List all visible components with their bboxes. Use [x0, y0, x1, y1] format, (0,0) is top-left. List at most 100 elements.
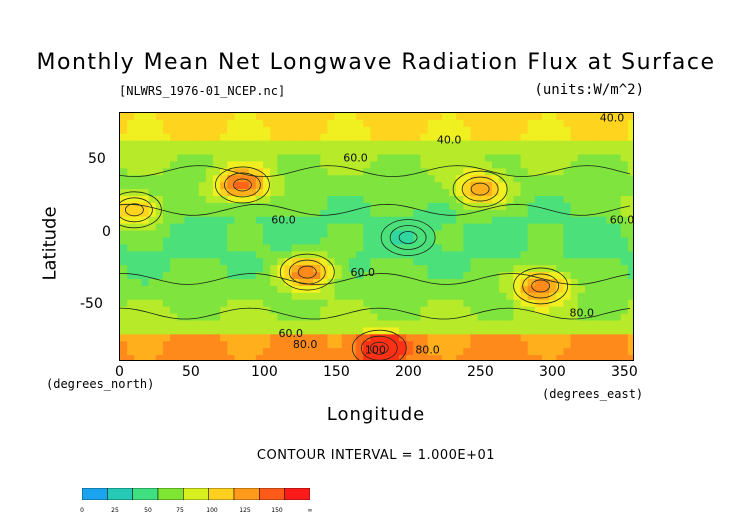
heatmap-cell: [356, 251, 364, 259]
heatmap-cell: [141, 113, 150, 121]
heatmap-cell: [356, 209, 364, 218]
heatmap-cell: [427, 265, 436, 273]
heatmap-cell: [398, 209, 407, 218]
heatmap-cell: [534, 223, 543, 232]
heatmap-cell: [377, 348, 386, 356]
heatmap-cell: [491, 168, 500, 176]
heatmap-cell: [377, 334, 386, 342]
heatmap-cell: [391, 313, 400, 322]
heatmap-cell: [141, 133, 150, 142]
heatmap-cell: [263, 251, 271, 259]
heatmap-cell: [255, 258, 264, 266]
heatmap-cell: [241, 272, 250, 280]
heatmap-cell: [456, 154, 464, 163]
heatmap-cell: [563, 182, 572, 190]
heatmap-cell: [327, 334, 336, 342]
heatmap-cell: [284, 161, 293, 169]
heatmap-cell: [248, 126, 257, 135]
heatmap-cell: [148, 154, 157, 163]
heatmap-cell: [434, 119, 443, 128]
heatmap-cell: [563, 230, 572, 239]
heatmap-cell: [434, 285, 443, 294]
heatmap-cell: [141, 175, 150, 183]
heatmap-cell: [127, 341, 135, 349]
heatmap-cell: [449, 279, 457, 287]
colorbar-swatch: [233, 488, 260, 500]
heatmap-cell: [449, 126, 457, 135]
heatmap-cell: [212, 202, 221, 211]
heatmap-cell: [263, 292, 271, 301]
heatmap-cell: [406, 223, 414, 232]
heatmap-cell: [184, 299, 193, 308]
heatmap-cell: [577, 272, 586, 280]
heatmap-cell: [313, 320, 321, 329]
heatmap-cell: [363, 355, 371, 360]
heatmap-cell: [298, 175, 307, 183]
heatmap-cell: [606, 196, 615, 204]
heatmap-cell: [227, 327, 236, 335]
heatmap-cell: [420, 182, 429, 190]
heatmap-cell: [449, 306, 457, 315]
heatmap-cell: [592, 279, 600, 287]
heatmap-cell: [556, 140, 565, 149]
heatmap-cell: [441, 341, 450, 349]
heatmap-cell: [391, 133, 400, 142]
heatmap-cell: [520, 202, 529, 211]
heatmap-cell: [542, 202, 550, 211]
heatmap-cell: [263, 154, 271, 163]
heatmap-cell: [549, 168, 557, 176]
heatmap-cell: [449, 154, 457, 163]
heatmap-cell: [320, 216, 329, 225]
heatmap-cell: [363, 237, 371, 246]
heatmap-cell: [549, 133, 557, 142]
heatmap-cell: [584, 209, 593, 218]
heatmap-cell: [434, 126, 443, 135]
heatmap-cell: [449, 258, 457, 266]
heatmap-cell: [584, 168, 593, 176]
heatmap-cell: [370, 279, 379, 287]
heatmap-cell: [327, 251, 336, 259]
heatmap-cell: [477, 175, 486, 183]
heatmap-cell: [377, 119, 386, 128]
heatmap-cell: [549, 272, 557, 280]
heatmap-cell: [356, 244, 364, 252]
heatmap-cell: [434, 251, 443, 259]
heatmap-cell: [220, 299, 228, 308]
heatmap-cell: [484, 182, 493, 190]
heatmap-cell: [277, 313, 286, 322]
heatmap-cell: [170, 202, 178, 211]
heatmap-cell: [127, 299, 135, 308]
heatmap-cell: [227, 292, 236, 301]
heatmap-cell: [162, 168, 171, 176]
heatmap-cell: [162, 175, 171, 183]
heatmap-cell: [456, 299, 464, 308]
heatmap-cell: [542, 161, 550, 169]
heatmap-cell: [499, 320, 507, 329]
heatmap-cell: [363, 230, 371, 239]
heatmap-cell: [184, 196, 193, 204]
heatmap-cell: [284, 223, 293, 232]
heatmap-cell: [592, 196, 600, 204]
heatmap-cell: [527, 320, 536, 329]
heatmap-cell: [356, 355, 364, 360]
heatmap-cell: [177, 216, 185, 225]
colorbar-tick-label: 125: [239, 507, 251, 514]
heatmap-cell: [370, 216, 379, 225]
heatmap-cell: [463, 182, 472, 190]
heatmap-cell: [506, 258, 515, 266]
heatmap-cell: [434, 320, 443, 329]
heatmap-cell: [427, 175, 436, 183]
heatmap-cell: [291, 223, 300, 232]
heatmap-cell: [184, 209, 193, 218]
contour-label: 60.0: [271, 214, 296, 227]
heatmap-cell: [599, 237, 607, 246]
heatmap-cell: [499, 182, 507, 190]
heatmap-cell: [527, 251, 536, 259]
heatmap-cell: [334, 161, 343, 169]
heatmap-cell: [320, 244, 329, 252]
heatmap-cell: [384, 196, 393, 204]
heatmap-cell: [263, 258, 271, 266]
heatmap-cell: [427, 320, 436, 329]
heatmap-cell: [449, 299, 457, 308]
heatmap-cell: [506, 154, 515, 163]
